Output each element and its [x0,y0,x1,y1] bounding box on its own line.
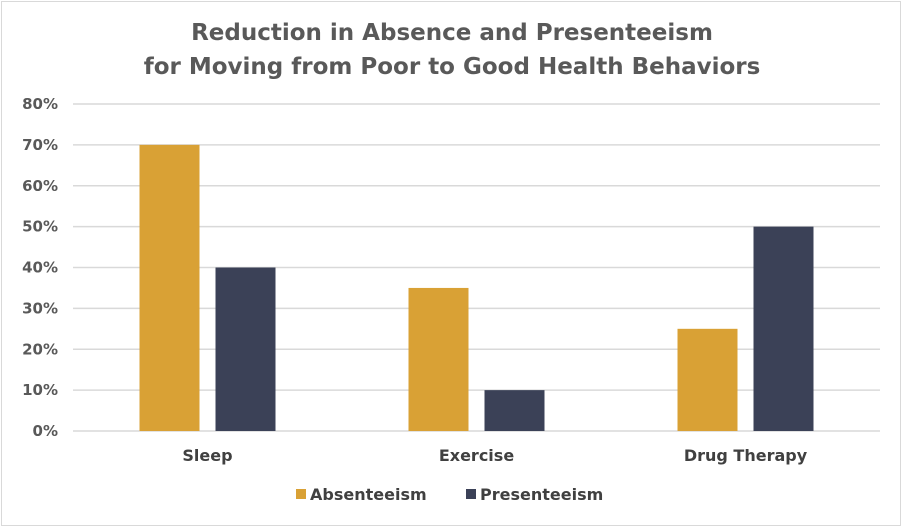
x-category-label: Drug Therapy [684,446,808,465]
bar-presenteeism-exercise [484,390,545,431]
y-tick-label: 10% [22,381,58,399]
legend-swatch-absenteeism [296,489,306,499]
x-category-label: Sleep [182,446,232,465]
chart-title-line-1: Reduction in Absence and Presenteeism [191,20,713,46]
x-category-label: Exercise [439,446,514,465]
y-tick-label: 0% [33,422,58,440]
legend-label-presenteeism: Presenteeism [480,485,603,504]
bar-absenteeism-exercise [408,287,469,431]
legend-swatch-presenteeism [466,489,476,499]
y-tick-label: 20% [22,340,58,358]
bar-absenteeism-drug-therapy [677,328,738,431]
y-tick-label: 30% [22,299,58,317]
y-tick-label: 40% [22,259,58,277]
bar-presenteeism-drug-therapy [753,226,814,431]
bar-presenteeism-sleep [215,267,276,431]
y-tick-label: 70% [22,136,58,154]
chart-title-line-2: for Moving from Poor to Good Health Beha… [144,54,761,80]
bar-absenteeism-sleep [139,144,200,431]
y-tick-label: 60% [22,177,58,195]
y-tick-label: 80% [22,95,58,113]
legend-label-absenteeism: Absenteeism [310,485,427,504]
y-tick-label: 50% [22,218,58,236]
